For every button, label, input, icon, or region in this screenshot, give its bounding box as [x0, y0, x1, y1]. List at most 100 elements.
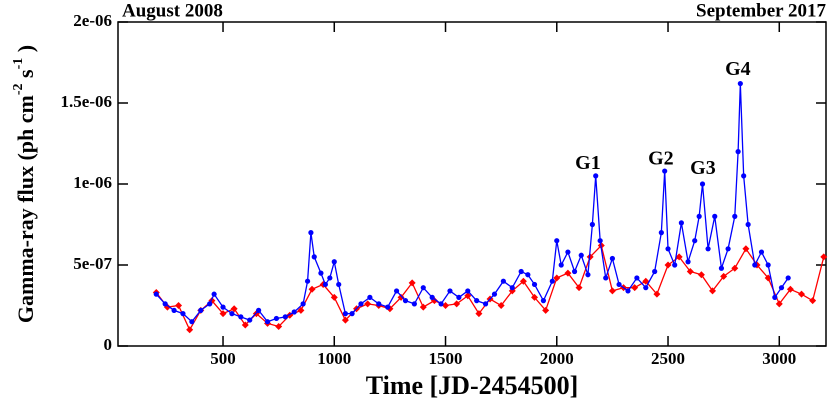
data-point	[662, 168, 668, 174]
data-point	[678, 220, 684, 226]
x-tick-label: 2500	[651, 349, 685, 368]
data-point	[652, 268, 658, 275]
data-point	[300, 301, 306, 307]
data-point	[735, 149, 741, 155]
data-point	[464, 292, 472, 300]
data-point	[786, 285, 794, 293]
data-point	[491, 291, 498, 297]
data-point	[685, 259, 691, 265]
y-tick-label: 5e-07	[73, 254, 112, 273]
data-point	[672, 262, 678, 268]
data-point	[752, 262, 758, 268]
data-point	[442, 302, 450, 309]
data-point	[397, 293, 405, 301]
y-tick-label: 1.5e-06	[61, 92, 112, 111]
data-point	[349, 311, 355, 317]
data-point	[304, 278, 311, 284]
data-point	[219, 310, 227, 318]
data-point	[229, 311, 235, 317]
data-point	[549, 278, 555, 284]
data-point	[589, 221, 595, 228]
data-point	[785, 275, 791, 281]
x-axis-title: Time [JD-2454500]	[366, 371, 579, 400]
data-point	[453, 300, 461, 308]
data-point	[720, 272, 728, 280]
data-point	[558, 262, 564, 268]
data-point	[411, 301, 417, 307]
data-point	[540, 298, 547, 304]
data-point	[241, 321, 249, 329]
data-point	[275, 323, 283, 331]
data-point	[465, 288, 471, 294]
data-point	[330, 293, 338, 301]
data-point	[542, 306, 550, 314]
data-point	[474, 298, 480, 304]
data-point	[745, 221, 751, 228]
data-point	[308, 230, 314, 236]
data-point	[593, 173, 599, 179]
top-right-label: September 2017	[696, 0, 826, 21]
data-point	[718, 265, 725, 271]
annotation: G2	[648, 147, 674, 169]
data-point	[175, 302, 183, 309]
data-point	[318, 270, 324, 276]
data-point	[616, 281, 622, 288]
data-point	[775, 300, 783, 308]
data-point	[603, 275, 609, 281]
y-title-sup: -2	[11, 83, 26, 95]
data-point	[665, 246, 671, 252]
data-point	[742, 245, 750, 253]
data-point	[625, 288, 631, 294]
data-point	[772, 294, 778, 300]
data-point	[692, 238, 698, 244]
data-point	[731, 264, 739, 272]
data-point	[364, 300, 372, 308]
y-axis-title: Gamma-ray flux (ph cm-2 s-1 )	[11, 45, 38, 323]
data-point	[180, 311, 186, 317]
data-point	[531, 293, 539, 301]
data-point	[336, 281, 342, 288]
data-point	[778, 285, 785, 291]
data-point	[247, 317, 253, 323]
annotation: G4	[725, 58, 751, 80]
data-point	[712, 213, 718, 219]
data-point	[643, 285, 649, 291]
data-point	[531, 281, 538, 288]
data-point	[675, 253, 683, 261]
data-point	[189, 319, 195, 325]
data-point	[699, 181, 706, 187]
data-point	[322, 281, 328, 288]
data-point	[820, 253, 828, 261]
data-point	[564, 269, 572, 277]
data-point	[367, 294, 373, 300]
plot-frame	[117, 21, 827, 347]
data-point	[554, 238, 560, 244]
y-tick-label: 2e-06	[73, 11, 112, 30]
data-point	[653, 290, 661, 298]
data-point	[798, 290, 806, 298]
y-tick-label: 1e-06	[73, 173, 112, 192]
data-point	[447, 288, 453, 294]
data-point	[419, 303, 427, 311]
data-point	[220, 304, 226, 310]
data-point	[758, 249, 765, 255]
data-point	[658, 230, 664, 236]
data-point	[376, 301, 382, 307]
data-point	[765, 262, 771, 268]
data-point	[597, 238, 603, 244]
data-point	[153, 291, 159, 297]
y-title-part: s	[13, 69, 38, 84]
data-point	[162, 301, 168, 307]
data-point	[230, 305, 238, 313]
data-point	[475, 310, 483, 318]
data-point	[519, 277, 527, 285]
y-title-main: Gamma-ray flux (ph cm	[13, 95, 38, 323]
data-point	[732, 213, 738, 219]
data-point	[282, 314, 288, 320]
y-title-sup: -1	[11, 58, 26, 70]
y-title-end: )	[13, 45, 38, 58]
data-point	[696, 213, 702, 219]
top-left-label: August 2008	[122, 0, 223, 21]
data-point	[291, 309, 297, 315]
data-point	[331, 259, 337, 265]
